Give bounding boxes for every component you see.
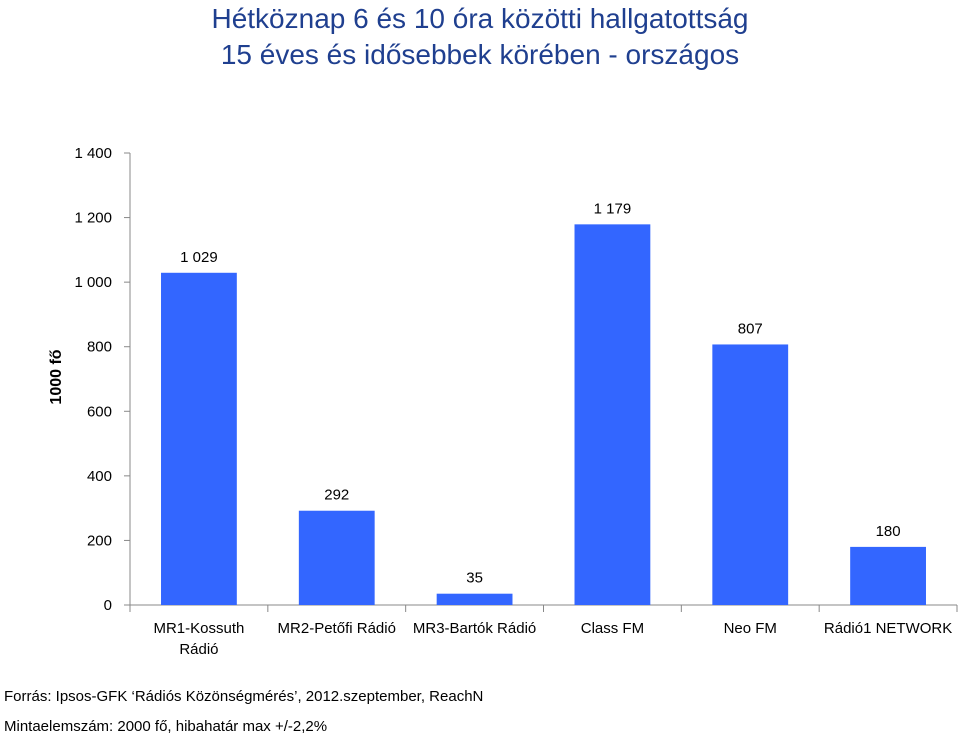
y-axis-label: 1000 fő bbox=[48, 349, 65, 404]
source-note: Forrás: Ipsos-GFK ‘Rádiós Közönségmérés’… bbox=[4, 688, 484, 705]
category-label: Rádió1 NETWORK bbox=[824, 620, 952, 637]
sample-note: Mintaelemszám: 2000 fő, hibahatár max +/… bbox=[4, 718, 328, 735]
y-tick-label: 1 400 bbox=[74, 145, 112, 162]
bar bbox=[574, 224, 651, 605]
bar bbox=[298, 510, 375, 605]
data-label: 1 029 bbox=[180, 249, 218, 266]
y-tick-label: 0 bbox=[104, 597, 112, 614]
category-label: Rádió bbox=[179, 641, 218, 658]
data-label: 35 bbox=[466, 570, 483, 587]
category-label: MR1-Kossuth bbox=[153, 620, 244, 637]
y-tick-label: 600 bbox=[87, 403, 112, 420]
data-label: 292 bbox=[324, 487, 349, 504]
y-tick-label: 1 000 bbox=[74, 274, 112, 291]
bar bbox=[161, 272, 237, 605]
data-label: 1 179 bbox=[594, 200, 632, 217]
chart-title: Hétköznap 6 és 10 óra közötti hallgatott… bbox=[211, 3, 749, 34]
chart-subtitle: 15 éves és idősebbek körében - országos bbox=[220, 39, 740, 70]
y-tick-label: 200 bbox=[87, 532, 112, 549]
bar bbox=[436, 593, 513, 605]
category-label: MR2-Petőfi Rádió bbox=[278, 620, 396, 637]
category-label: Neo FM bbox=[724, 620, 777, 637]
category-label: MR3-Bartók Rádió bbox=[413, 620, 536, 637]
bar bbox=[850, 546, 926, 605]
data-label: 180 bbox=[876, 523, 901, 540]
y-tick-label: 1 200 bbox=[74, 210, 112, 227]
category-label: Class FM bbox=[581, 620, 644, 637]
y-tick-label: 800 bbox=[87, 339, 112, 356]
y-tick-label: 400 bbox=[87, 468, 112, 485]
bar-chart: 0 200 400 600 800 1 000 1 200 1 400 1 029 MR1-Kos… bbox=[48, 145, 958, 658]
bar bbox=[712, 344, 789, 605]
data-label: 807 bbox=[738, 320, 763, 337]
